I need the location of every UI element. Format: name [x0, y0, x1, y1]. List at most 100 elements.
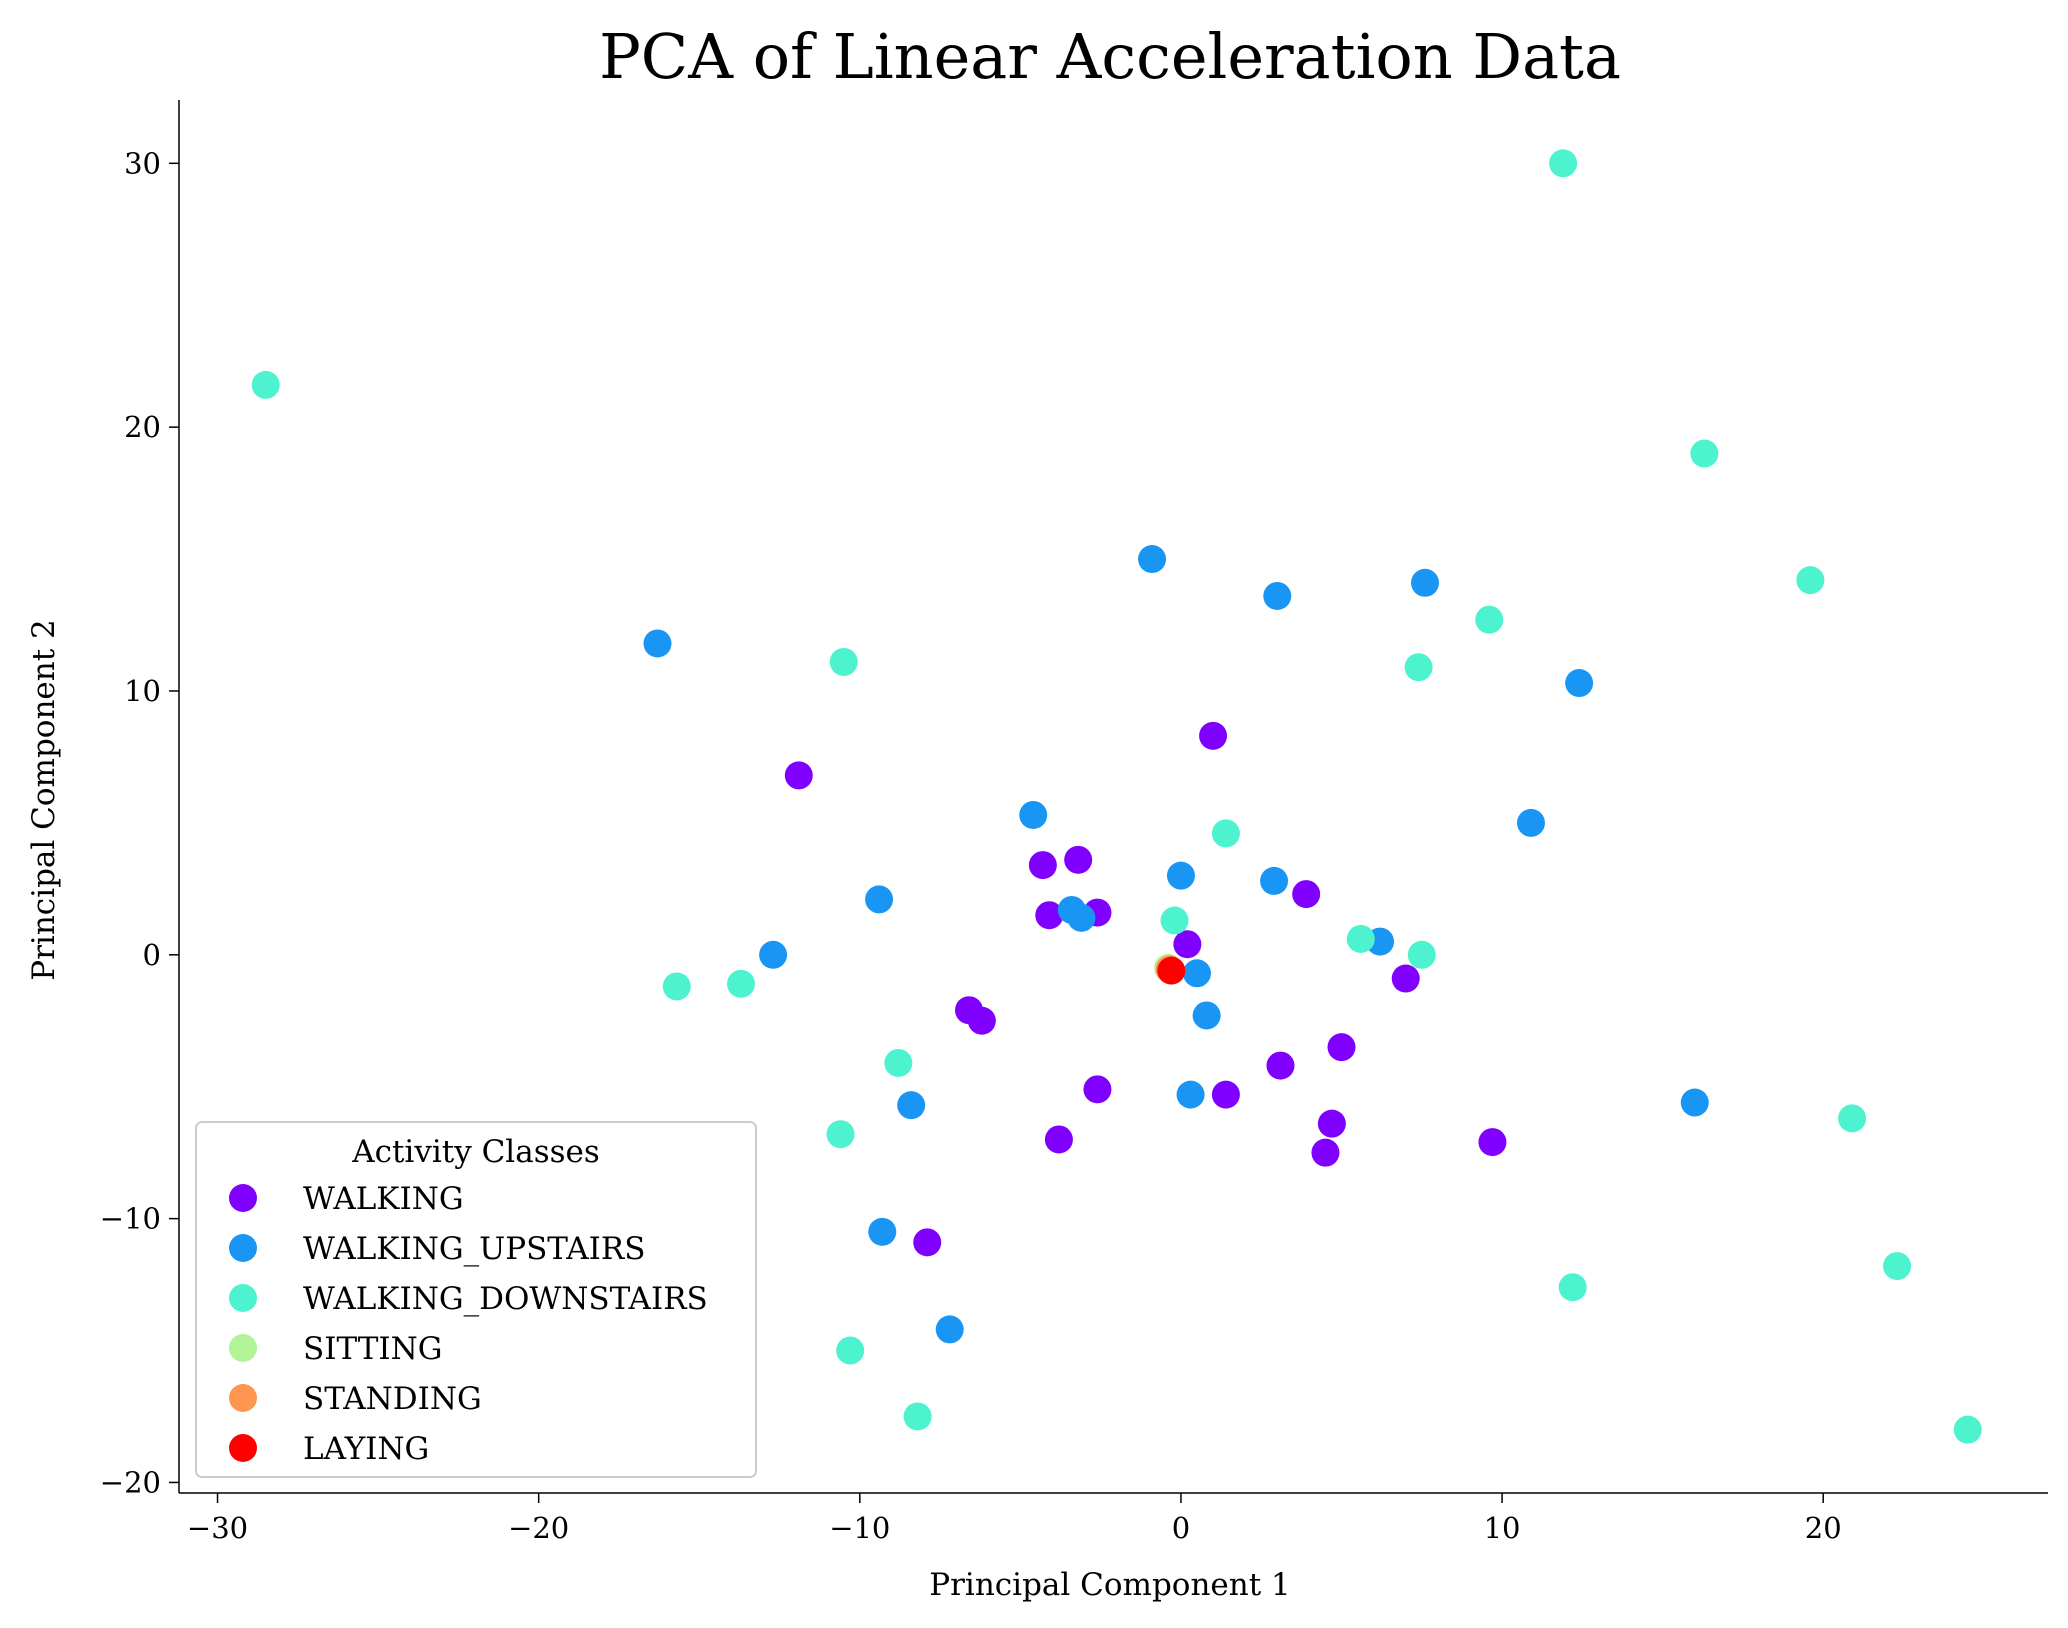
data-point [759, 940, 788, 969]
data-point [1019, 800, 1048, 829]
series-walking-downstairs [251, 149, 1982, 1444]
legend-box [195, 1121, 757, 1478]
data-point [1166, 861, 1195, 890]
data-point [1176, 1080, 1205, 1109]
data-point [643, 629, 672, 658]
x-tick-label: 10 [1484, 1511, 1521, 1545]
y-tick-label: 20 [124, 410, 161, 444]
x-tick-label: −10 [829, 1511, 890, 1545]
data-point [868, 1217, 897, 1246]
legend-marker [229, 1384, 257, 1412]
legend-entry: WALKING_UPSTAIRS [229, 1231, 646, 1267]
y-tick-label: 0 [143, 938, 161, 972]
legend-label: WALKING_UPSTAIRS [303, 1231, 646, 1267]
legend-items: WALKING WALKING_UPSTAIRS WALKING_DOWNSTAIR… [229, 1181, 708, 1467]
data-point [1211, 1080, 1240, 1109]
y-axis-label: Principal Component 2 [26, 619, 62, 981]
legend-entry: STANDING [229, 1381, 482, 1417]
data-point [829, 647, 858, 676]
axes: −30 −20 −10 0 10 20 −20 −10 0 10 20 30 [100, 100, 2048, 1545]
data-point [826, 1120, 855, 1149]
data-point [1346, 924, 1375, 953]
x-tick-label: −20 [508, 1511, 569, 1545]
legend-label: SITTING [303, 1331, 443, 1367]
data-point [1796, 566, 1825, 595]
series-walking-upstairs [643, 545, 1709, 1344]
data-point [1478, 1128, 1507, 1157]
data-point [1565, 669, 1594, 698]
data-point [1064, 845, 1093, 874]
y-tick-label: −10 [100, 1202, 161, 1236]
data-point [1953, 1415, 1982, 1444]
data-point [903, 1402, 932, 1431]
data-point [1160, 906, 1189, 935]
data-point [935, 1315, 964, 1344]
legend-label: LAYING [303, 1431, 429, 1467]
data-point [251, 370, 280, 399]
data-point [1883, 1252, 1912, 1281]
data-point [1260, 866, 1289, 895]
data-point [1067, 903, 1096, 932]
chart-title: PCA of Linear Acceleration Data [599, 20, 1621, 93]
y-tick-label: 10 [124, 674, 161, 708]
x-axis-label: Principal Component 1 [929, 1567, 1291, 1603]
data-point [726, 969, 755, 998]
data-point [1407, 940, 1436, 969]
legend-marker [229, 1234, 257, 1262]
legend-marker [229, 1284, 257, 1312]
data-point [1182, 959, 1211, 988]
data-point [1311, 1138, 1340, 1167]
data-point [1035, 901, 1064, 930]
data-point [897, 1091, 926, 1120]
data-point [1404, 653, 1433, 682]
data-point [1266, 1051, 1295, 1080]
data-point [1192, 1001, 1221, 1030]
data-point [836, 1336, 865, 1365]
data-point [1211, 819, 1240, 848]
data-point [1292, 880, 1321, 909]
data-point [1475, 605, 1504, 634]
data-point [784, 761, 813, 790]
legend-entry: WALKING [229, 1181, 464, 1217]
data-point [1263, 581, 1292, 610]
data-point [1173, 930, 1202, 959]
y-ticks: −20 −10 0 10 20 30 [100, 146, 179, 1499]
data-point [1411, 568, 1439, 597]
legend-marker [229, 1334, 257, 1362]
data-point [1327, 1033, 1356, 1062]
legend-marker [229, 1184, 257, 1212]
data-point [1391, 964, 1420, 993]
data-point [1028, 851, 1057, 880]
data-point [1157, 956, 1186, 985]
data-point [1690, 439, 1719, 468]
data-point [1199, 721, 1228, 750]
data-point [1083, 1075, 1112, 1104]
data-point [913, 1228, 942, 1257]
data-point [1558, 1273, 1587, 1302]
legend-label: WALKING [303, 1181, 464, 1217]
data-point [1138, 545, 1167, 574]
data-point [1680, 1088, 1709, 1117]
x-tick-label: 20 [1805, 1511, 1842, 1545]
data-point [1044, 1125, 1073, 1154]
data-points [251, 149, 1982, 1444]
legend: Activity Classes WALKING WALKING_UPSTAIRS… [195, 1121, 757, 1478]
legend-marker [229, 1434, 257, 1462]
legend-label: STANDING [303, 1381, 482, 1417]
x-ticks: −30 −20 −10 0 10 20 [187, 1493, 1842, 1545]
legend-label: WALKING_DOWNSTAIRS [303, 1281, 708, 1317]
y-tick-label: 30 [124, 146, 161, 180]
data-point [1516, 808, 1545, 837]
series-laying [1157, 956, 1186, 985]
x-tick-label: 0 [1172, 1511, 1190, 1545]
data-point [662, 972, 691, 1001]
legend-entry: SITTING [229, 1331, 443, 1367]
data-point [1549, 149, 1578, 178]
legend-title: Activity Classes [351, 1134, 600, 1170]
legend-entry: LAYING [229, 1431, 429, 1467]
data-point [884, 1048, 913, 1077]
legend-entry: WALKING_DOWNSTAIRS [229, 1281, 708, 1317]
data-point [1838, 1104, 1867, 1133]
